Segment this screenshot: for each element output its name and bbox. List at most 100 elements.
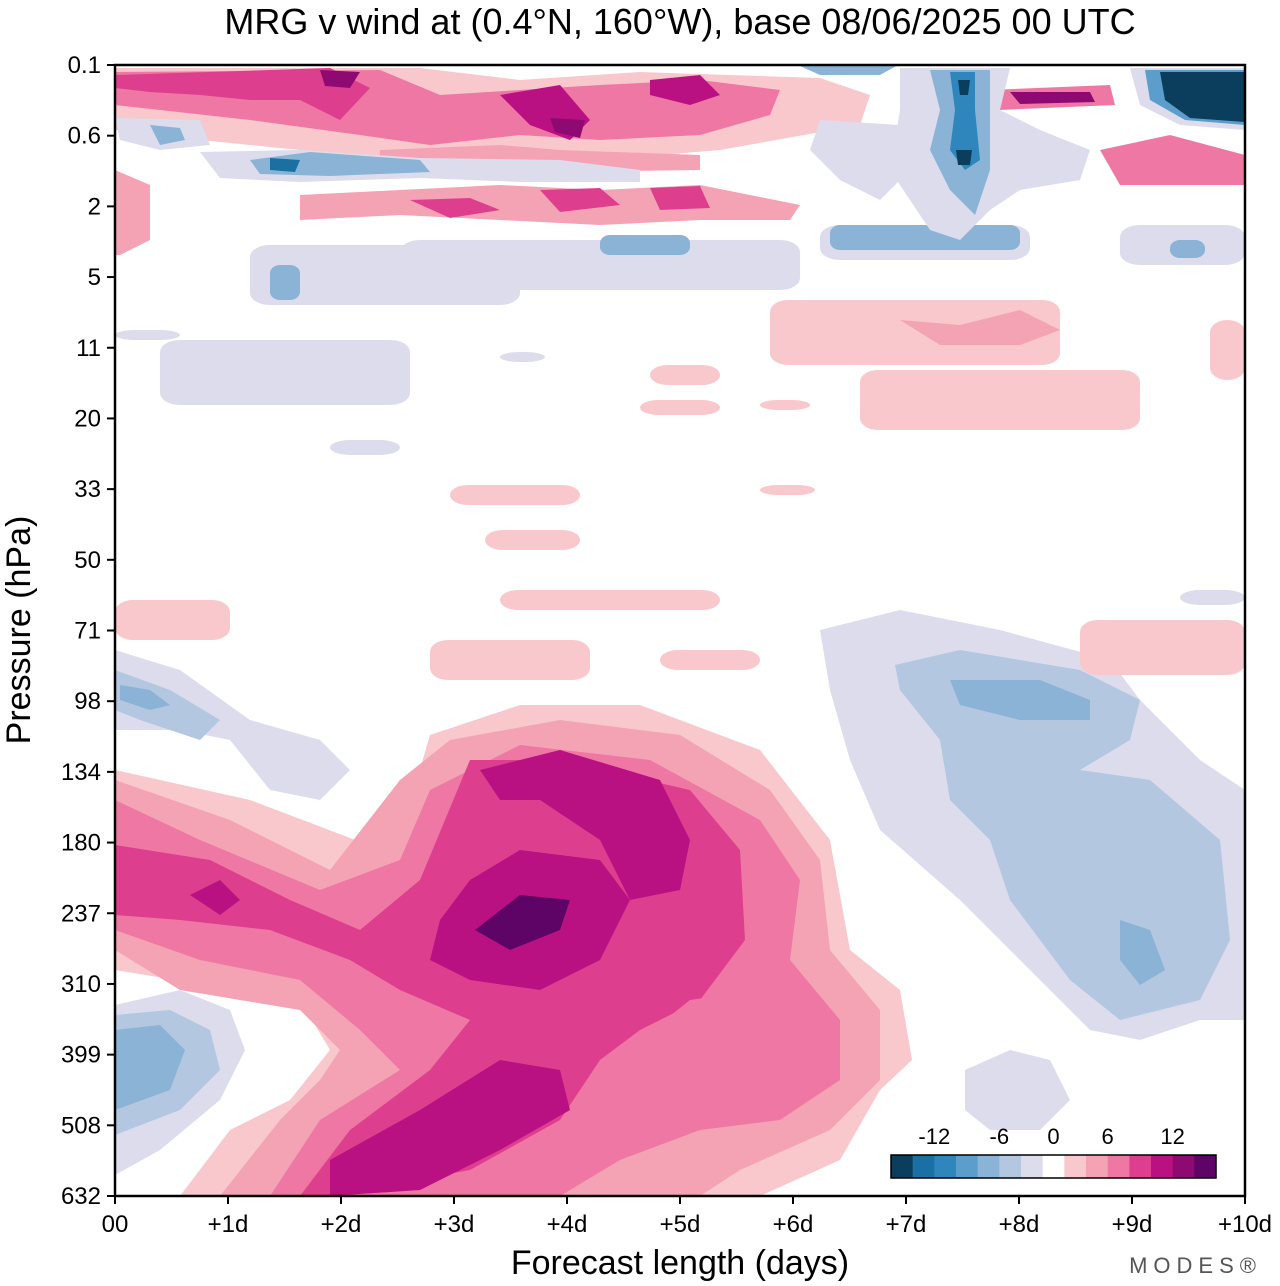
contour-pos-1 [770,300,1060,365]
modes-logo: MODES® [1129,1253,1262,1278]
contour-pos-1 [500,590,720,610]
x-tick-label: +2d [321,1211,362,1238]
y-tick-label: 632 [61,1183,101,1210]
colorbar-swatch [1151,1155,1174,1178]
contour-strat-pink3 [410,198,500,218]
x-tick-label: +10d [1218,1211,1272,1238]
contour-pos-2m [900,310,1060,345]
contour-neg-1 [400,240,800,290]
y-tick-label: 11 [76,335,101,362]
colorbar-swatch [912,1155,935,1178]
contour-neg-3d [120,685,170,710]
contour-pos-1 [640,400,720,415]
colorbar-swatch [891,1155,914,1178]
contour-strat-pink4 [540,188,620,212]
y-tick-label: 310 [61,971,101,998]
colorbar-tick-label: 12 [1160,1124,1184,1149]
x-tick-label: +9d [1112,1211,1153,1238]
contour-pos-1 [430,640,590,680]
y-tick-label: 71 [74,618,101,645]
contour-pos-1 [860,370,1140,430]
contour-strat-neg2b [270,158,300,172]
colorbar-swatch [1129,1155,1152,1178]
colorbar-swatch [977,1155,1000,1178]
contour-neg-2 [830,225,1020,250]
contour-neg-1b [965,1050,1070,1130]
y-tick-label: 5 [88,264,101,291]
contour-pos-10b [480,750,690,900]
contour-strat-neg14 [800,65,899,75]
contour-pos-1 [1080,620,1245,675]
contour-pos-1 [760,400,810,410]
colorbar-swatch [1042,1155,1065,1178]
y-tick-label: 98 [74,688,101,715]
colorbar-swatch [956,1155,979,1178]
contour-strat-pink9 [1010,92,1095,104]
x-tick-label: +1d [208,1211,249,1238]
x-tick-label: 00 [102,1211,129,1238]
contour-neg-2 [600,235,690,255]
contour-pos-10c [330,1060,570,1196]
colorbar-swatch [1064,1155,1087,1178]
x-tick-label: +3d [434,1211,475,1238]
y-tick-label: 180 [61,830,101,857]
x-tick-label: +7d [886,1211,927,1238]
y-axis-label: Pressure (hPa) [0,516,38,745]
contour-strat-neg8 [950,72,980,170]
contour-pos-1 [760,485,815,495]
chart-title: MRG v wind at (0.4°N, 160°W), base 08/06… [224,1,1135,42]
contour-neg-1 [330,440,400,455]
contour-pos-1 [1210,320,1245,380]
contour-pos-4b [640,990,830,1100]
colorbar-swatch [1086,1155,1109,1178]
contour-strat-pink10 [1100,135,1245,185]
contour-pos-1 [650,365,720,385]
colorbar-swatch [999,1155,1022,1178]
contour-pos-10e [190,880,240,915]
y-tick-label: 50 [74,547,101,574]
colorbar-swatch [1194,1155,1217,1178]
contour-strat-pink6 [115,170,150,255]
contour-strat-neg13 [1160,72,1245,122]
colorbar-tick-label: 0 [1047,1124,1059,1149]
y-tick-label: 33 [74,476,101,503]
contour-strat-neg10 [956,150,972,165]
y-tick-label: 0.6 [68,123,101,150]
y-tick-label: 20 [74,405,101,432]
x-tick-label: +4d [547,1211,588,1238]
y-tick-label: 0.1 [68,52,101,79]
contour-neg-1 [160,340,410,405]
contour-neg-1 [115,330,180,340]
contour-pos-1 [115,600,230,640]
y-tick-label: 237 [61,900,101,927]
y-tick-label: 134 [61,759,101,786]
contour-neg-1d [115,650,350,800]
contour-neg-2 [1170,240,1205,258]
y-tick-label: 2 [88,193,101,220]
contour-pos-1 [660,650,760,670]
colorbar-tick-label: 6 [1102,1124,1114,1149]
y-tick-label: 508 [61,1112,101,1139]
contour-strat-pos6 [320,70,360,88]
x-axis-label: Forecast length (days) [511,1244,849,1282]
contour-pos-12 [475,895,570,950]
contour-strat-neg5 [810,120,920,200]
contour-strat-pink5 [650,186,710,210]
contour-neg-1 [1180,590,1245,605]
x-axis: 00 +1d +2d +3d +4d +5d +6d +7d +8d +9d +10d [102,1196,1272,1238]
colorbar-swatch [934,1155,957,1178]
colorbar: -12 -6 0 6 12 [890,1124,1217,1179]
contour-neg-3 [950,680,1090,720]
y-tick-label: 399 [61,1042,101,1069]
contour-strat-pos3 [115,68,370,120]
contour-strat-neg4 [150,125,185,145]
contour-strat-pos7 [550,118,585,138]
colorbar-tick-label: -6 [990,1124,1010,1149]
contour-neg-1 [500,352,545,362]
contour-neg-3b [1120,920,1165,985]
contour-pos-1 [485,530,580,550]
colorbar-swatch [1172,1155,1195,1178]
colorbar-tick-label: -12 [918,1124,950,1149]
contour-neg-3c [115,1025,185,1110]
